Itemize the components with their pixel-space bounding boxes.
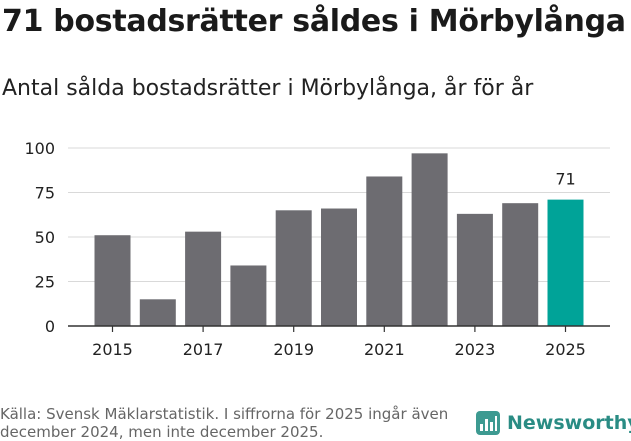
bar-2016 xyxy=(139,299,176,326)
chart-title: 71 bostadsrätter såldes i Mörbylånga xyxy=(2,4,626,39)
data-label-2025: 71 xyxy=(555,170,575,189)
y-tick-label: 100 xyxy=(24,139,55,158)
newsworthy-logo: Newsworthy xyxy=(475,408,631,438)
x-tick-label: 2025 xyxy=(545,340,586,359)
bar-chart-logo-icon xyxy=(476,411,500,435)
x-tick-label: 2023 xyxy=(455,340,496,359)
x-tick-label: 2015 xyxy=(92,340,133,359)
bar-2021 xyxy=(366,176,403,326)
bar-2022 xyxy=(411,153,448,326)
bar-2017 xyxy=(185,231,222,326)
bar-2025 xyxy=(547,199,584,326)
bar-chart: 0 25 50 75 100 2015 2017 2019 2021 2023 2025 71 xyxy=(24,139,610,359)
bar-2020 xyxy=(321,208,357,326)
y-tick-label: 25 xyxy=(35,273,55,292)
x-tick-label: 2021 xyxy=(364,340,405,359)
bar-2018 xyxy=(230,265,267,326)
chart-subtitle: Antal sålda bostadsrätter i Mörbylånga, … xyxy=(2,76,534,101)
bar-2015 xyxy=(94,235,131,326)
y-tick-label: 50 xyxy=(35,228,55,247)
x-tick-label: 2017 xyxy=(183,340,224,359)
source-note: Källa: Svensk Mäklarstatistik. I siffror… xyxy=(0,405,449,441)
bar-2019 xyxy=(275,210,312,326)
y-tick-label: 0 xyxy=(45,317,55,336)
bar-2024 xyxy=(502,203,539,326)
bar-2023 xyxy=(456,213,493,326)
y-tick-label: 75 xyxy=(35,184,55,203)
logo-text: Newsworthy xyxy=(507,412,631,434)
x-tick-label: 2019 xyxy=(273,340,314,359)
